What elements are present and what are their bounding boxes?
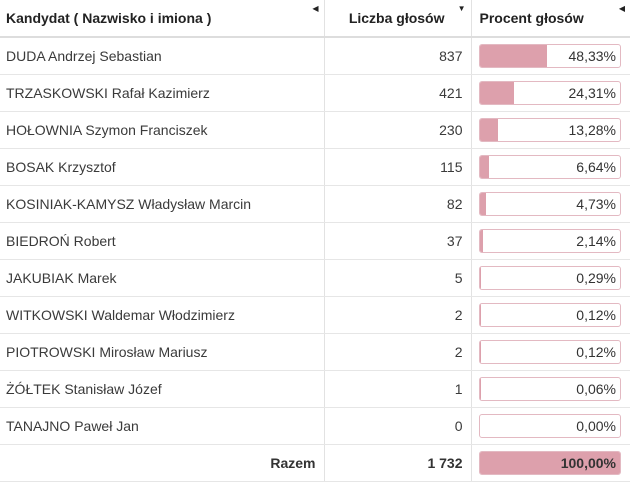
sort-triangle-icon[interactable]: ◀ bbox=[619, 5, 625, 13]
sort-triangle-icon[interactable]: ▼ bbox=[458, 5, 466, 13]
total-label: Razem bbox=[0, 445, 324, 482]
header-row: Kandydat ( Nazwisko i imiona ) ◀ Liczba … bbox=[0, 0, 630, 37]
percent-bar: 0,12% bbox=[479, 340, 622, 364]
percent-cell: 2,14% bbox=[471, 223, 630, 260]
sort-triangle-icon[interactable]: ◀ bbox=[312, 5, 318, 13]
percent-value: 6,64% bbox=[576, 156, 616, 178]
percent-value: 48,33% bbox=[569, 45, 616, 67]
percent-bar: 6,64% bbox=[479, 155, 622, 179]
vote-count: 37 bbox=[324, 223, 471, 260]
vote-count: 82 bbox=[324, 186, 471, 223]
percent-value: 0,12% bbox=[576, 341, 616, 363]
total-row: Razem 1 732 100,00% bbox=[0, 445, 630, 482]
vote-count: 1 bbox=[324, 371, 471, 408]
vote-count: 0 bbox=[324, 408, 471, 445]
column-header-candidate[interactable]: Kandydat ( Nazwisko i imiona ) ◀ bbox=[0, 0, 324, 37]
percent-bar: 48,33% bbox=[479, 44, 622, 68]
percent-value: 4,73% bbox=[576, 193, 616, 215]
vote-count: 5 bbox=[324, 260, 471, 297]
percent-bar: 0,29% bbox=[479, 266, 622, 290]
percent-value: 0,29% bbox=[576, 267, 616, 289]
percent-bar: 4,73% bbox=[479, 192, 622, 216]
percent-bar: 13,28% bbox=[479, 118, 622, 142]
percent-value: 0,06% bbox=[576, 378, 616, 400]
vote-count: 421 bbox=[324, 75, 471, 112]
percent-bar: 2,14% bbox=[479, 229, 622, 253]
candidate-name: JAKUBIAK Marek bbox=[0, 260, 324, 297]
percent-cell: 24,31% bbox=[471, 75, 630, 112]
percent-cell: 0,06% bbox=[471, 371, 630, 408]
candidate-name: KOSINIAK-KAMYSZ Władysław Marcin bbox=[0, 186, 324, 223]
column-header-candidate-label: Kandydat ( Nazwisko i imiona ) bbox=[6, 10, 211, 26]
candidate-name: DUDA Andrzej Sebastian bbox=[0, 37, 324, 75]
vote-count: 2 bbox=[324, 297, 471, 334]
percent-bar: 24,31% bbox=[479, 81, 622, 105]
percent-bar: 100,00% bbox=[479, 451, 622, 475]
percent-cell: 6,64% bbox=[471, 149, 630, 186]
percent-bar-fill bbox=[480, 82, 514, 104]
vote-count: 115 bbox=[324, 149, 471, 186]
percent-value: 24,31% bbox=[569, 82, 616, 104]
percent-cell: 0,29% bbox=[471, 260, 630, 297]
candidate-name: PIOTROWSKI Mirosław Mariusz bbox=[0, 334, 324, 371]
percent-cell: 13,28% bbox=[471, 112, 630, 149]
candidate-name: TANAJNO Paweł Jan bbox=[0, 408, 324, 445]
percent-cell: 48,33% bbox=[471, 37, 630, 75]
vote-count: 837 bbox=[324, 37, 471, 75]
percent-bar: 0,00% bbox=[479, 414, 622, 438]
percent-bar: 0,12% bbox=[479, 303, 622, 327]
candidate-name: BIEDROŃ Robert bbox=[0, 223, 324, 260]
percent-cell: 4,73% bbox=[471, 186, 630, 223]
total-votes: 1 732 bbox=[324, 445, 471, 482]
percent-cell: 0,00% bbox=[471, 408, 630, 445]
percent-bar: 0,06% bbox=[479, 377, 622, 401]
percent-cell: 0,12% bbox=[471, 334, 630, 371]
candidate-name: ŻÓŁTEK Stanisław Józef bbox=[0, 371, 324, 408]
total-percent-cell: 100,00% bbox=[471, 445, 630, 482]
candidate-name: BOSAK Krzysztof bbox=[0, 149, 324, 186]
vote-count: 2 bbox=[324, 334, 471, 371]
percent-bar-fill bbox=[480, 119, 499, 141]
percent-bar-fill bbox=[480, 193, 487, 215]
column-header-percent[interactable]: Procent głosów ◀ bbox=[471, 0, 630, 37]
vote-count: 230 bbox=[324, 112, 471, 149]
percent-value: 2,14% bbox=[576, 230, 616, 252]
percent-cell: 0,12% bbox=[471, 297, 630, 334]
percent-bar-fill bbox=[480, 230, 483, 252]
percent-value: 0,00% bbox=[576, 415, 616, 437]
percent-bar-fill bbox=[480, 156, 489, 178]
percent-value: 100,00% bbox=[561, 452, 616, 474]
column-header-votes[interactable]: Liczba głosów ▼ bbox=[324, 0, 471, 37]
percent-value: 0,12% bbox=[576, 304, 616, 326]
percent-value: 13,28% bbox=[569, 119, 616, 141]
column-header-votes-label: Liczba głosów bbox=[349, 10, 445, 26]
percent-bar-fill bbox=[480, 45, 548, 67]
candidate-name: WITKOWSKI Waldemar Włodzimierz bbox=[0, 297, 324, 334]
candidate-name: HOŁOWNIA Szymon Franciszek bbox=[0, 112, 324, 149]
candidate-name: TRZASKOWSKI Rafał Kazimierz bbox=[0, 75, 324, 112]
column-header-percent-label: Procent głosów bbox=[480, 10, 584, 26]
